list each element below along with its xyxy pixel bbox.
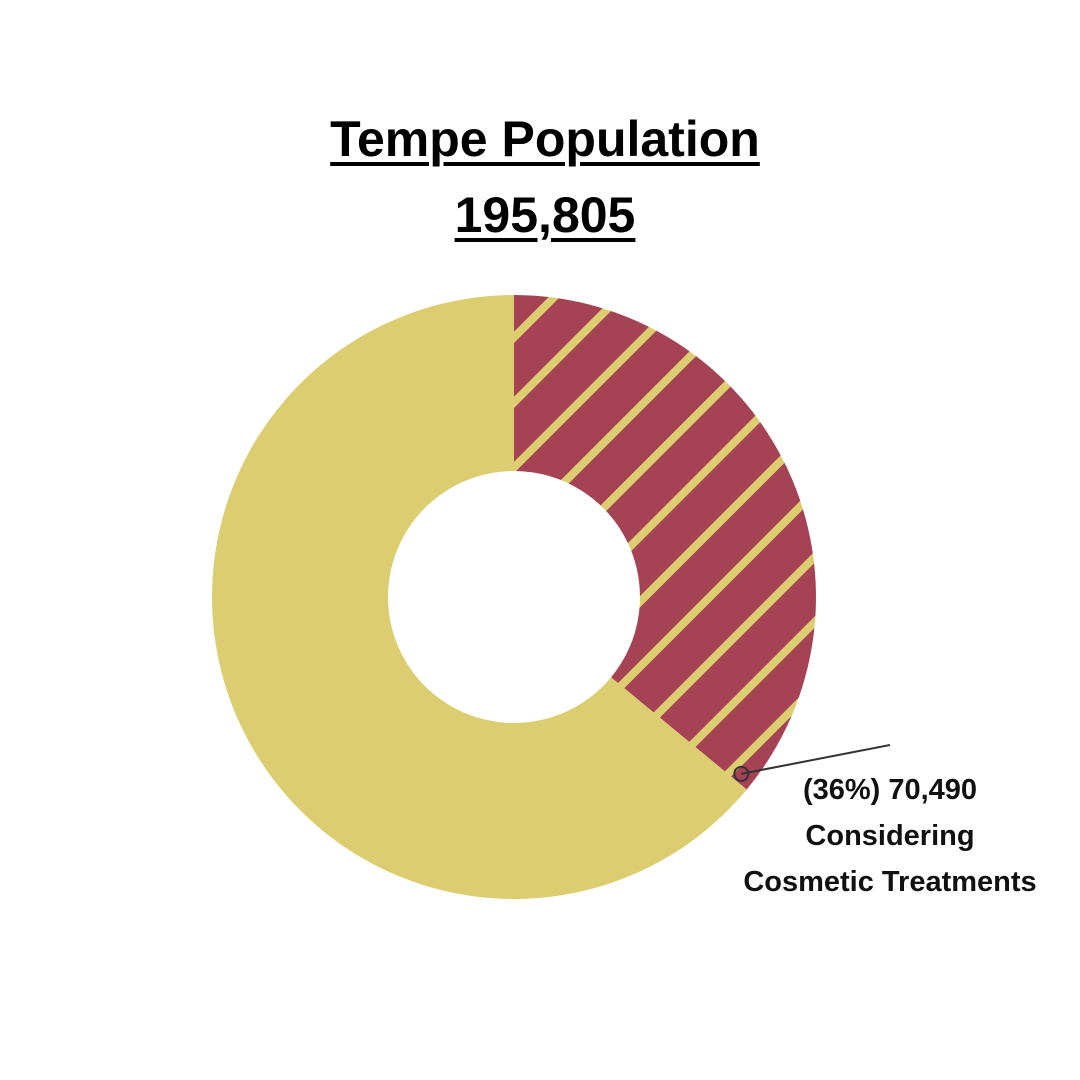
category-label: Considering Cosmetic Treatments: [743, 820, 1036, 898]
leader-dot: [733, 765, 750, 782]
data-label: (36%) 70,490: [803, 774, 977, 806]
category-line: Considering: [805, 820, 974, 852]
chart-title: Tempe Population: [330, 111, 760, 167]
value-label: (36%): [803, 774, 880, 806]
count-label: 70,490: [888, 774, 977, 806]
chart-subtitle: 195,805: [454, 187, 636, 243]
donut-segment: [514, 295, 816, 790]
leader-line: [741, 744, 891, 775]
donut-segment: [212, 295, 747, 900]
category-line: Cosmetic Treatments: [743, 866, 1036, 898]
